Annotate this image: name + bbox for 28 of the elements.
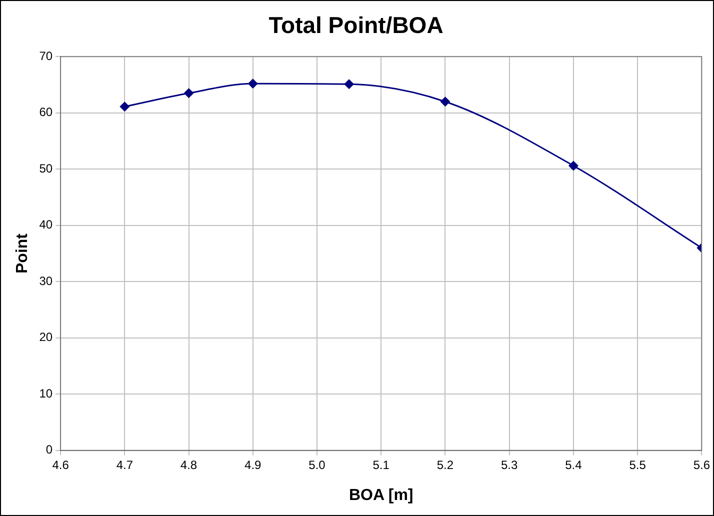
y-tick-label: 0 [46, 442, 53, 457]
point [568, 160, 578, 171]
y-tick-label: 20 [39, 330, 53, 344]
x-tick-label: 5.4 [565, 458, 582, 472]
y-tick-label: 40 [39, 218, 53, 232]
y-tick-label: 60 [39, 105, 53, 120]
y-tick-label: 70 [39, 48, 53, 63]
chart-title: Total Point/BOA [268, 12, 444, 38]
y-tick-label: 10 [39, 386, 53, 400]
x-tick-label: 4.7 [116, 458, 134, 472]
x-tick-label: 5.1 [372, 458, 390, 472]
x-tick-label: 5.5 [629, 458, 646, 472]
x-tick-label: 5.3 [500, 458, 518, 472]
point [120, 102, 130, 112]
x-tick-label: 5.2 [436, 458, 454, 472]
x-tick-label: 5.6 [693, 458, 710, 472]
x-tick-label: 5.0 [308, 458, 326, 472]
point [248, 78, 258, 89]
y-axis-title: Point [14, 232, 32, 274]
x-tick-label: 4.9 [244, 458, 262, 472]
x-tick-label: 4.6 [52, 458, 70, 472]
point [440, 96, 450, 107]
x-axis-title: BOA [m] [348, 486, 414, 504]
point [344, 79, 354, 90]
point [184, 88, 194, 98]
y-tick-label: 30 [39, 274, 53, 288]
y-tick-label: 50 [39, 161, 53, 176]
x-tick-label: 4.8 [180, 458, 198, 472]
